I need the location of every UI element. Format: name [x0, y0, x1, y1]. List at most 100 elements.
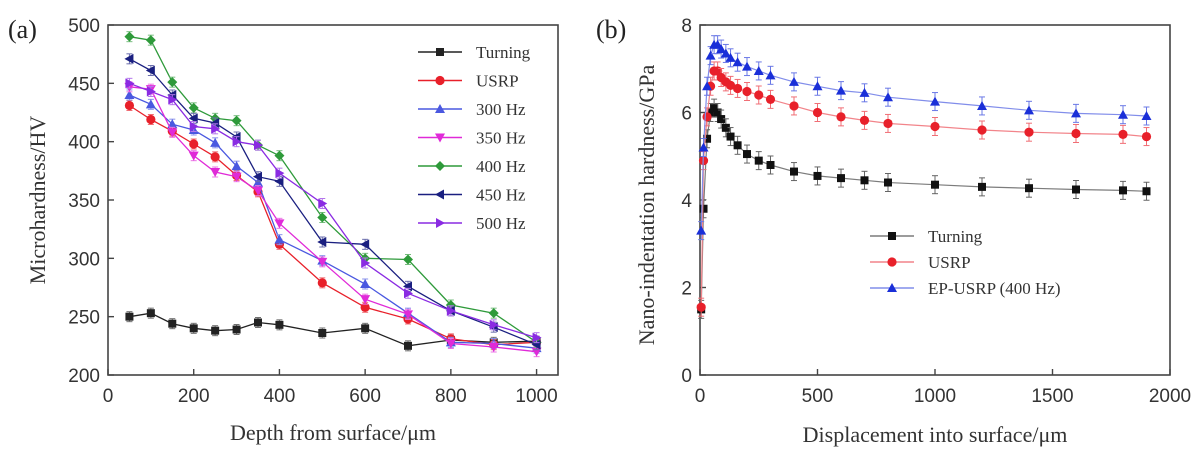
data-point: [813, 171, 822, 180]
data-point: [705, 50, 716, 60]
data-point: [1119, 186, 1127, 195]
data-point: [703, 134, 712, 143]
y-tick-label: 250: [68, 308, 100, 329]
legend-label: 450 Hz: [476, 186, 526, 205]
data-point: [232, 325, 241, 334]
y-tick-label: 2: [681, 279, 692, 300]
legend-marker: [435, 133, 445, 143]
x-tick-label: 0: [103, 386, 114, 407]
data-point: [743, 150, 751, 159]
data-point: [404, 341, 412, 350]
legend-label: 300 Hz: [476, 100, 526, 119]
data-point: [231, 161, 242, 171]
data-point: [837, 174, 845, 183]
chart-panel-b: (b) 0 500 1000 1500 2000 0 2 4 6 8 Turning USRP EP-…: [596, 15, 1191, 447]
series-line: [129, 94, 537, 349]
data-point: [766, 161, 775, 169]
legend-marker: [435, 189, 444, 200]
data-point: [360, 239, 370, 250]
data-point: [699, 204, 708, 213]
data-point: [231, 115, 242, 126]
data-point: [145, 65, 155, 76]
data-point: [275, 168, 285, 179]
data-point: [789, 101, 799, 111]
data-point: [360, 295, 371, 305]
y-tick-label: 350: [68, 191, 100, 212]
y-tick-label: 500: [68, 16, 100, 37]
data-point: [1142, 187, 1151, 196]
panel-a-label: (a): [8, 15, 37, 44]
data-point: [812, 81, 823, 91]
data-point: [732, 57, 743, 67]
data-point: [361, 324, 370, 333]
data-point: [1072, 185, 1080, 194]
legend-label: EP-USRP (400 Hz): [928, 279, 1061, 298]
data-point: [232, 136, 242, 147]
data-point: [721, 123, 730, 132]
x-tick-label: 400: [264, 386, 296, 407]
data-point: [725, 80, 736, 90]
data-point: [253, 171, 262, 182]
data-point: [210, 168, 221, 177]
data-point: [710, 104, 719, 113]
series-line: [129, 82, 537, 339]
data-point: [124, 53, 134, 64]
data-point: [253, 186, 263, 196]
data-point: [124, 100, 135, 111]
data-point: [124, 31, 135, 42]
data-point: [1071, 108, 1081, 118]
data-point: [931, 180, 939, 189]
data-point: [146, 114, 156, 125]
data-point: [726, 132, 735, 141]
data-point: [125, 312, 134, 321]
data-point: [978, 182, 986, 191]
data-point: [836, 112, 846, 122]
legend-marker: [435, 161, 445, 171]
data-point: [404, 288, 413, 299]
data-point: [254, 140, 263, 151]
data-point: [977, 125, 987, 135]
x-tick-label: 500: [802, 386, 834, 407]
data-point: [210, 137, 221, 147]
y-tick-label: 4: [681, 191, 692, 212]
data-point: [231, 172, 242, 182]
data-point: [812, 107, 823, 118]
x-tick-label: 600: [349, 386, 381, 407]
data-point: [446, 305, 456, 316]
data-point: [706, 108, 715, 117]
data-point: [488, 343, 499, 352]
legend-marker: [436, 48, 444, 56]
legend-marker: [888, 232, 896, 240]
data-point: [211, 326, 220, 335]
legend-label: Turning: [928, 227, 983, 246]
data-point: [713, 108, 722, 117]
legend-marker: [887, 257, 897, 267]
panel-b-x-axis-title: Displacement into surface/μm: [803, 422, 1068, 447]
panel-b-series: [696, 35, 1152, 319]
data-point: [274, 234, 285, 244]
series-line: [129, 86, 537, 353]
data-point: [318, 198, 328, 209]
data-point: [318, 329, 327, 337]
data-point: [725, 52, 736, 62]
panel-b-y-axis-title: Nano-indentation hardness/GPa: [634, 65, 659, 346]
data-point: [883, 92, 893, 102]
data-point: [884, 178, 892, 187]
data-point: [360, 302, 370, 312]
legend-marker: [435, 104, 445, 113]
data-point: [317, 257, 328, 267]
data-point: [859, 87, 870, 97]
data-point: [125, 78, 135, 89]
data-point: [790, 167, 798, 176]
data-point: [445, 339, 456, 349]
data-point: [1024, 127, 1034, 137]
legend-marker: [436, 218, 445, 228]
data-point: [789, 76, 799, 86]
y-tick-label: 6: [681, 104, 692, 125]
data-point: [145, 99, 156, 109]
data-point: [696, 302, 706, 312]
data-point: [696, 225, 707, 235]
series-turning: [125, 307, 541, 352]
x-tick-label: 2000: [1149, 386, 1191, 407]
data-point: [765, 94, 776, 104]
